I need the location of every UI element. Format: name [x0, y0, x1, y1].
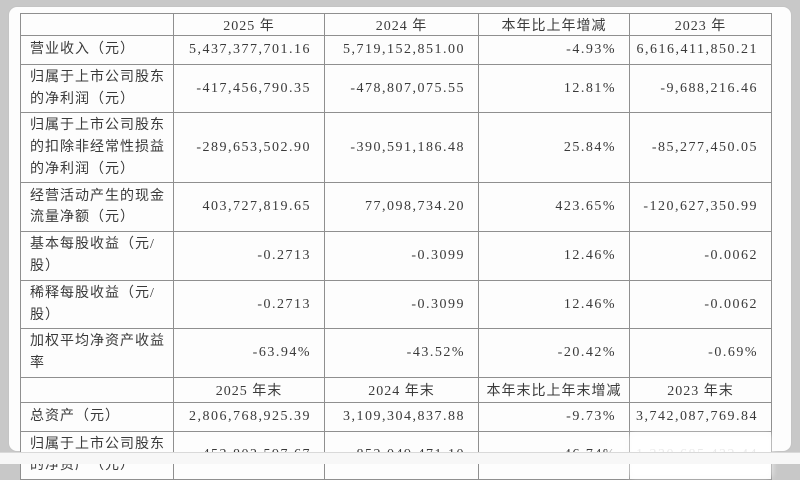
column-header-2023-end: 2023 年末	[629, 376, 772, 403]
column-header-yoy-change: 本年比上年增减	[478, 13, 630, 36]
table-row-weighted-avg-roe: 加权平均净资产收益率 -63.94% -43.52% -20.42% -0.69…	[20, 328, 772, 378]
row-label-cell: 归属于上市公司股东的扣除非经常性损益的净利润（元）	[20, 112, 174, 184]
row-label-cell: 营业收入（元）	[20, 35, 174, 65]
table-cell: -0.69%	[629, 328, 772, 378]
table-cell: 5,719,152,851.00	[324, 35, 479, 65]
table-cell: 3,742,087,769.84	[629, 401, 772, 432]
table-row-net-profit: 归属于上市公司股东的净利润（元） -417,456,790.35 -478,80…	[20, 63, 772, 114]
row-label-cell: 稀释每股收益（元/股）	[20, 279, 174, 330]
table-cell: -4.93%	[478, 35, 630, 65]
row-label-cell: 基本每股收益（元/股）	[20, 231, 174, 281]
table-cell: -0.3099	[324, 231, 479, 281]
table-cell: -9,688,216.46	[629, 63, 772, 114]
table-cell: 403,727,819.65	[173, 182, 325, 233]
table-cell: 12.46%	[478, 231, 630, 281]
table-cell: 6,616,411,850.21	[629, 35, 772, 65]
table-cell: 423.65%	[478, 182, 630, 233]
financial-summary-table: 2025 年 2024 年 本年比上年增减 2023 年 营业收入（元） 5,4…	[20, 13, 772, 480]
table-cell: -478,807,075.55	[324, 63, 479, 114]
table-row-total-assets: 总资产（元） 2,806,768,925.39 3,109,304,837.88…	[20, 401, 772, 432]
table-cell: -0.0062	[629, 231, 772, 281]
corner-cell	[20, 376, 174, 403]
period-end-header-row: 2025 年末 2024 年末 本年末比上年末增减 2023 年末	[20, 376, 772, 403]
table-cell: -63.94%	[173, 328, 325, 378]
table-cell: -390,591,186.48	[324, 112, 479, 184]
table-row-net-profit-excl-nonrecurring: 归属于上市公司股东的扣除非经常性损益的净利润（元） -289,653,502.9…	[20, 112, 772, 184]
column-header-2024: 2024 年	[324, 13, 479, 36]
table-cell: -43.52%	[324, 328, 479, 378]
table-cell: -0.3099	[324, 279, 479, 330]
column-header-2024-end: 2024 年末	[324, 376, 479, 403]
table-cell: -0.2713	[173, 231, 325, 281]
table-cell: 12.46%	[478, 279, 630, 330]
row-label-cell: 经营活动产生的现金流量净额（元）	[20, 182, 174, 233]
table-cell: 5,437,377,701.16	[173, 35, 325, 65]
table-cell: -289,653,502.90	[173, 112, 325, 184]
table-cell: -417,456,790.35	[173, 63, 325, 114]
table-row-revenue: 营业收入（元） 5,437,377,701.16 5,719,152,851.0…	[20, 35, 772, 65]
table-cell: 3,109,304,837.88	[324, 401, 479, 432]
table-cell: -20.42%	[478, 328, 630, 378]
table-row-operating-cash-flow: 经营活动产生的现金流量净额（元） 403,727,819.65 77,098,7…	[20, 182, 772, 233]
table-cell: -0.0062	[629, 279, 772, 330]
table-cell: 2,806,768,925.39	[173, 401, 325, 432]
table-row-diluted-eps: 稀释每股收益（元/股） -0.2713 -0.3099 12.46% -0.00…	[20, 279, 772, 330]
document-page-card: 2025 年 2024 年 本年比上年增减 2023 年 营业收入（元） 5,4…	[8, 6, 792, 480]
column-header-end-change: 本年末比上年末增减	[478, 376, 630, 403]
column-header-2025: 2025 年	[173, 13, 325, 36]
table-cell: -9.73%	[478, 401, 630, 432]
row-label-cell: 总资产（元）	[20, 401, 174, 432]
table-cell: 77,098,734.20	[324, 182, 479, 233]
column-header-2023: 2023 年	[629, 13, 772, 36]
row-label-cell: 加权平均净资产收益率	[20, 328, 174, 378]
table-cell: -0.2713	[173, 279, 325, 330]
table-cell: -120,627,350.99	[629, 182, 772, 233]
annual-header-row: 2025 年 2024 年 本年比上年增减 2023 年	[20, 13, 772, 36]
table-cell: 12.81%	[478, 63, 630, 114]
column-header-2025-end: 2025 年末	[173, 376, 325, 403]
table-cell: -85,277,450.05	[629, 112, 772, 184]
corner-cell	[20, 13, 174, 36]
table-row-basic-eps: 基本每股收益（元/股） -0.2713 -0.3099 12.46% -0.00…	[20, 231, 772, 281]
table-cell: 25.84%	[478, 112, 630, 184]
row-label-cell: 归属于上市公司股东的净利润（元）	[20, 63, 174, 114]
page-bottom-edge	[0, 452, 800, 464]
